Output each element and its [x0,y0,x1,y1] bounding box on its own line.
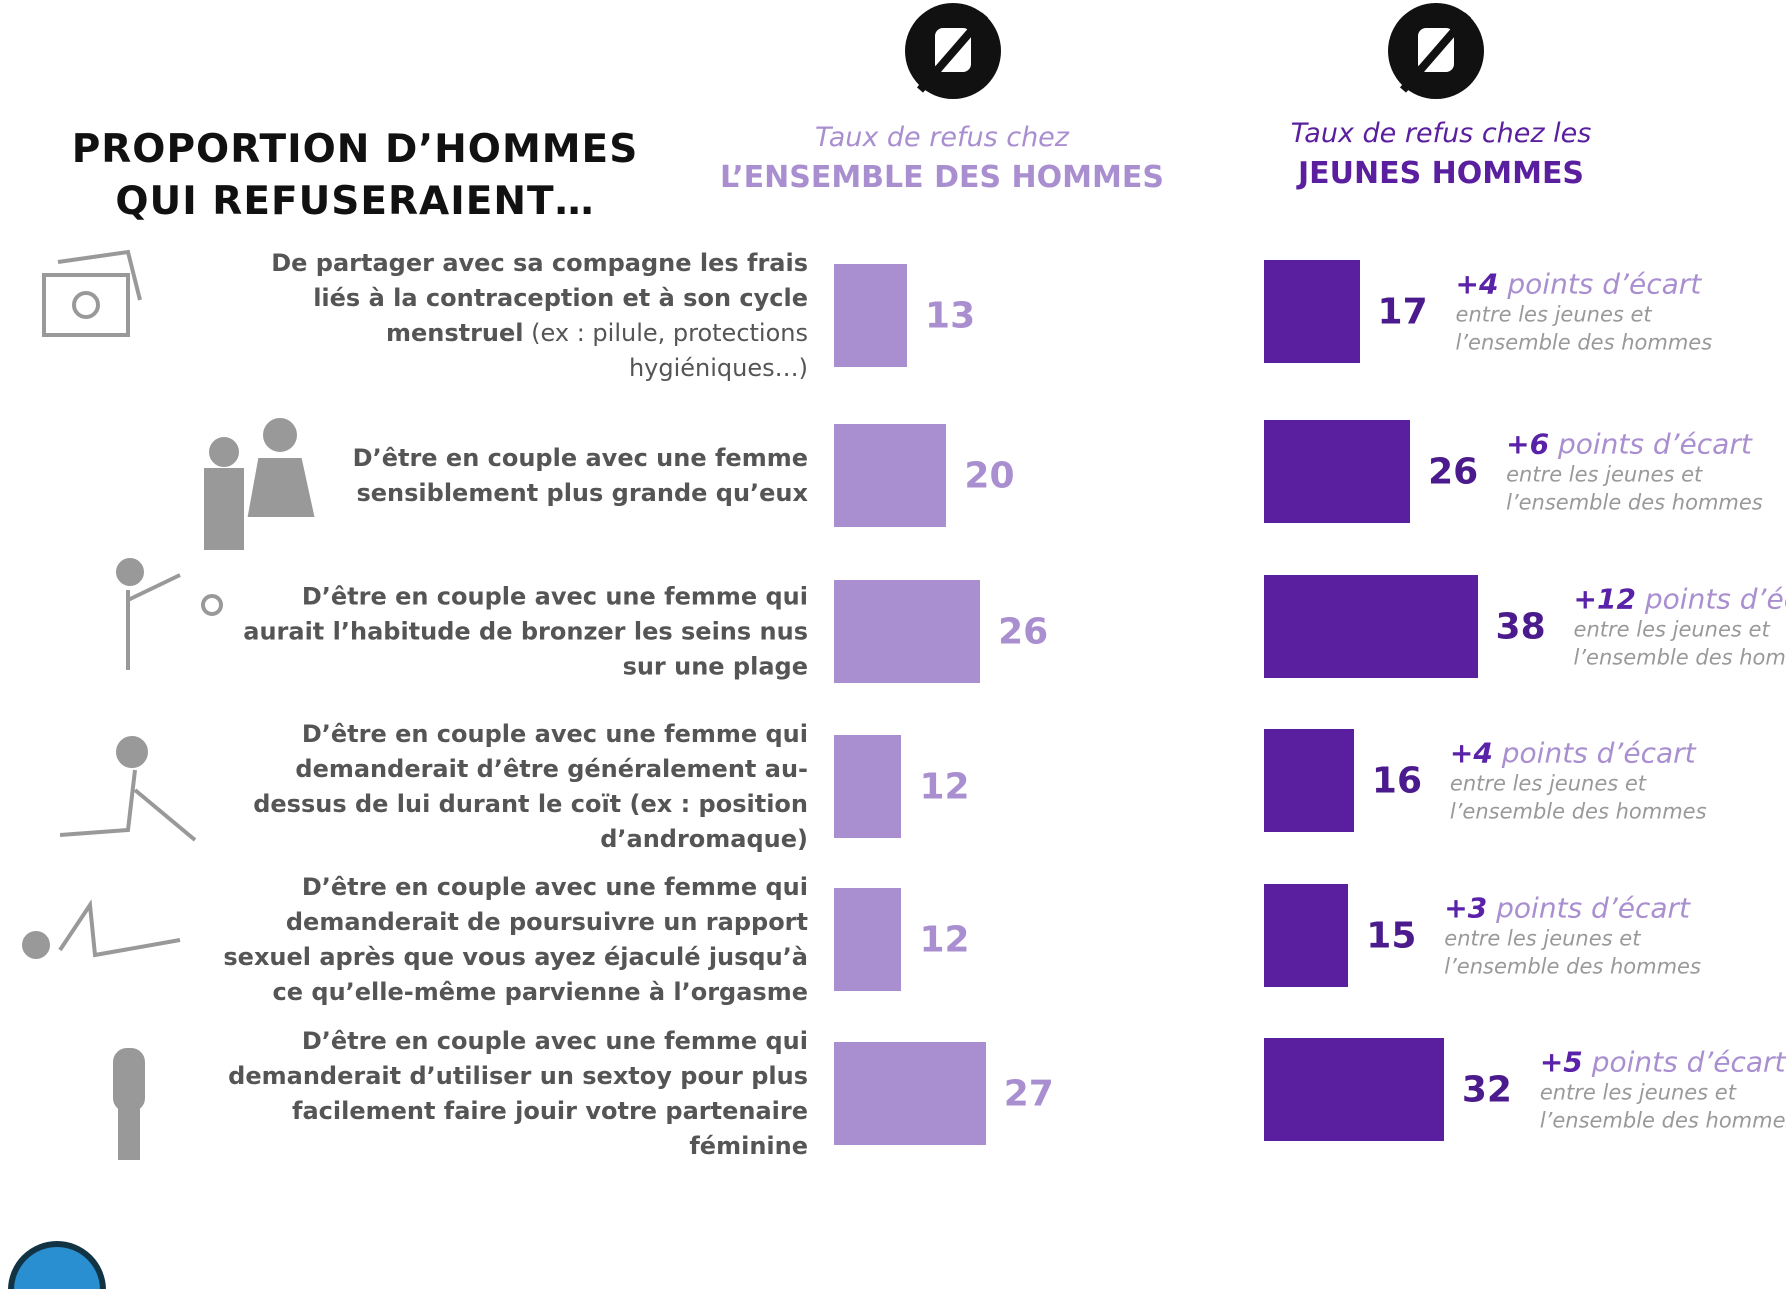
gap-label: +6 [1506,427,1549,460]
series-caption: Taux de refus chez les [1161,118,1721,149]
value-label: 27 [1004,1073,1054,1114]
gap-note: entre les jeunes et [1574,615,1786,643]
gap-suffix: points d’écart [1502,736,1696,769]
bar [1264,420,1410,523]
gap-suffix: points d’écart [1645,582,1786,615]
refusal-icon [905,3,1484,99]
gap-line: +12 points d’écart [1574,582,1786,615]
bar [834,735,901,838]
gap-suffix: points d’écart [1592,1045,1786,1078]
value-label: 12 [919,766,969,807]
gap-label: +4 [1450,736,1493,769]
gap-suffix: points d’écart [1507,267,1701,300]
gap-note: entre les jeunes et [1456,300,1713,328]
gap-note: l’ensemble des hommes [1444,952,1701,980]
gap-note: l’ensemble des hommes [1506,488,1763,516]
gap-note: entre les jeunes et [1444,924,1701,952]
logo [11,1244,103,1289]
gap-suffix: points d’écart [1496,891,1690,924]
gap-line: +6 points d’écart [1506,427,1763,460]
category-label: De partager avec sa compagne les frais l… [218,246,808,386]
gap-note: l’ensemble des hommes [1456,328,1713,356]
bar [1264,884,1348,987]
category-label: D’être en couple avec une femme qui dema… [218,1024,808,1164]
category-note: (ex : pilule, protections hygiéniques…) [531,319,808,382]
gap-suffix: points d’écart [1558,427,1752,460]
value-label: 26 [998,611,1048,652]
category-label: D’être en couple avec une femme qui dema… [218,717,808,857]
bar [1264,729,1354,832]
bar [834,424,946,527]
category-text: D’être en couple avec une femme qui dema… [228,1027,808,1160]
gap-line: +4 points d’écart [1450,736,1707,769]
gap-note: entre les jeunes et [1506,460,1763,488]
series-name: L’ENSEMBLE DES HOMMES [662,160,1222,195]
value-label: 13 [925,295,975,336]
value-label: 26 [1428,451,1478,492]
category-label: D’être en couple avec une femme qui dema… [218,870,808,1010]
category-label: D’être en couple avec une femme qui aura… [218,579,808,684]
series-name: JEUNES HOMMES [1161,156,1721,191]
value-label: 32 [1462,1069,1512,1110]
gap-note: l’ensemble des hommes [1540,1106,1786,1134]
bar [834,888,901,991]
gap-line: +5 points d’écart [1540,1045,1786,1078]
gap-label: +5 [1540,1045,1583,1078]
bar [834,580,980,683]
bar [1264,260,1360,363]
gap-label: +12 [1574,582,1636,615]
bar [1264,1038,1444,1141]
value-label: 15 [1366,915,1416,956]
page: PROPORTION D’HOMMES QUI REFUSERAIENT… Ta… [0,0,1786,1289]
gap-note: l’ensemble des hommes [1574,643,1786,671]
category-text: D’être en couple avec une femme qui aura… [243,582,808,680]
category-text: D’être en couple avec une femme qui dema… [223,873,808,1006]
gap-label: +4 [1456,267,1499,300]
bar [1264,575,1478,678]
gap-line: +4 points d’écart [1456,267,1713,300]
bar [834,264,907,367]
category-text: D’être en couple avec une femme qui dema… [253,720,808,853]
series-caption: Taux de refus chez [662,122,1222,153]
value-label: 12 [919,919,969,960]
bar [834,1042,986,1145]
category-label: D’être en couple avec une femme sensible… [218,441,808,511]
value-label: 17 [1378,291,1428,332]
gap-note: l’ensemble des hommes [1450,797,1707,825]
gap-note: entre les jeunes et [1540,1078,1786,1106]
row-icons [24,252,312,1158]
value-label: 20 [964,455,1014,496]
category-text: D’être en couple avec une femme sensible… [353,444,808,507]
gap-line: +3 points d’écart [1444,891,1701,924]
gap-label: +3 [1444,891,1487,924]
value-label: 16 [1372,760,1422,801]
value-label: 38 [1496,606,1546,647]
gap-note: entre les jeunes et [1450,769,1707,797]
